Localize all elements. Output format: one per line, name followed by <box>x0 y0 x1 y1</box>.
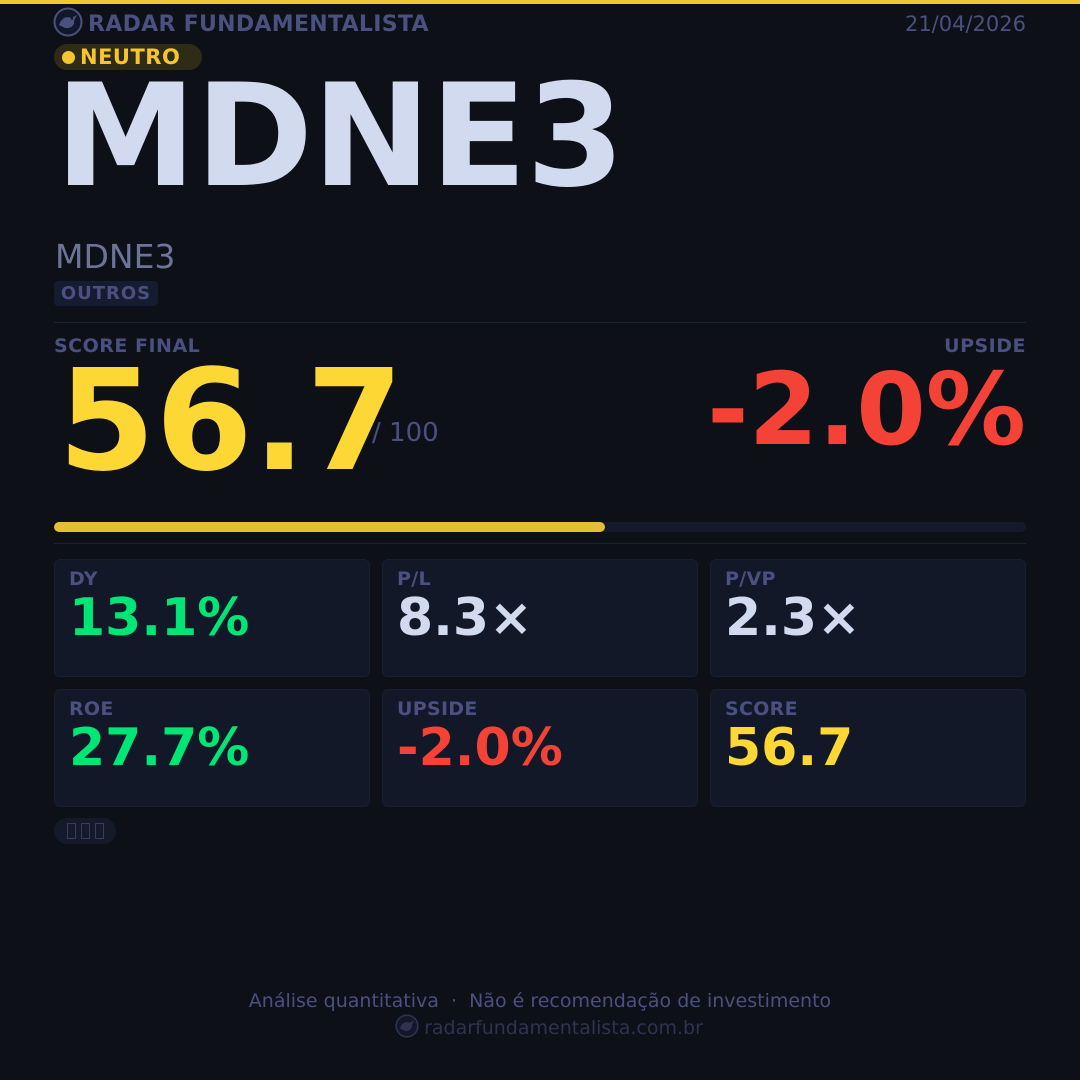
divider <box>54 322 1026 323</box>
metric-label: P/L <box>397 568 431 590</box>
score-denominator: / 100 <box>372 418 439 448</box>
disclaimer: Análise quantitativa · Não é recomendaçã… <box>248 990 832 1012</box>
upside-label: UPSIDE <box>944 335 1026 357</box>
company-name: MDNE3 <box>55 237 176 276</box>
metric-card-pl: P/L 8.3× <box>382 559 698 677</box>
metric-card-roe: ROE 27.7% <box>54 689 370 807</box>
score-progress-fill <box>54 522 606 532</box>
footer-url[interactable]: radarfundamentalista.com.br <box>424 1017 703 1039</box>
brand-name: RADAR FUNDAMENTALISTA <box>88 11 429 37</box>
status-badge: NEUTRO <box>54 44 202 70</box>
metric-label: SCORE <box>725 698 798 720</box>
score-label: SCORE FINAL <box>54 335 201 357</box>
status-dot-icon <box>62 50 75 64</box>
metric-value: 8.3× <box>397 588 533 648</box>
brand: RADAR FUNDAMENTALISTA <box>53 7 429 41</box>
sector-tag: OUTROS <box>54 281 158 306</box>
metric-value: 13.1% <box>69 588 250 648</box>
metric-card-upside: UPSIDE -2.0% <box>382 689 698 807</box>
divider <box>54 543 1026 544</box>
report-date: 21/04/2026 <box>904 12 1026 36</box>
metric-card-score: SCORE 56.7 <box>710 689 1026 807</box>
metric-value: -2.0% <box>397 718 563 778</box>
upside-value: -2.0% <box>707 351 1026 468</box>
footer-link[interactable]: radarfundamentalista.com.br <box>0 1014 1080 1042</box>
metric-card-pvp: P/VP 2.3× <box>710 559 1026 677</box>
emoji-tag <box>54 818 116 844</box>
missing-glyph-icon <box>94 823 104 839</box>
metric-label: P/VP <box>725 568 776 590</box>
metric-label: ROE <box>69 698 114 720</box>
metric-card-dy: DY 13.1% <box>54 559 370 677</box>
score-value: 56.7 <box>58 340 404 503</box>
radar-logo-icon <box>53 7 83 41</box>
metric-label: DY <box>69 568 98 590</box>
score-progress-bar <box>54 522 1026 532</box>
metric-value: 2.3× <box>725 588 861 648</box>
radar-logo-icon <box>395 1014 419 1042</box>
ticker-title: MDNE3 <box>55 54 625 219</box>
top-accent-bar <box>0 0 1080 4</box>
status-label: NEUTRO <box>80 45 181 69</box>
sector-label: OUTROS <box>60 283 152 304</box>
metric-value: 56.7 <box>725 718 854 778</box>
metric-label: UPSIDE <box>397 698 478 720</box>
missing-glyph-icon <box>66 823 76 839</box>
missing-glyph-icon <box>80 823 90 839</box>
metric-value: 27.7% <box>69 718 250 778</box>
